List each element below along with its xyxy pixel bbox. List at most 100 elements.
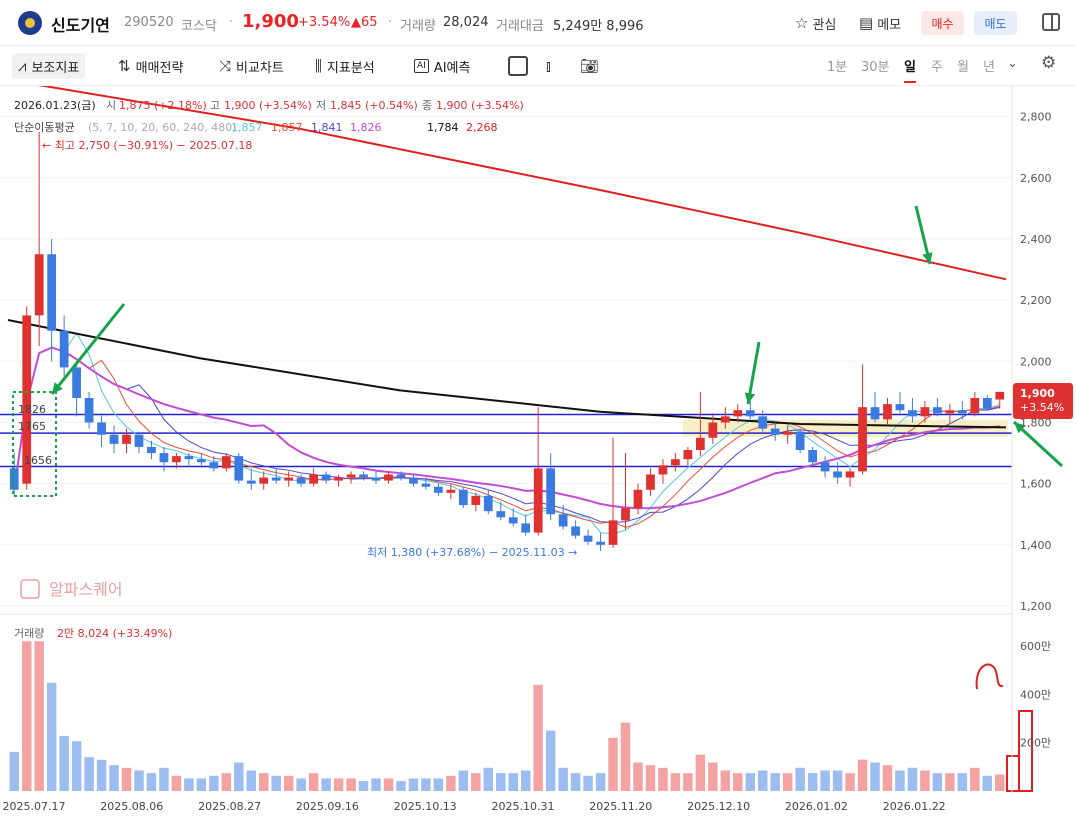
candle-body (321, 474, 331, 481)
support-lines (0, 413, 1012, 468)
candle-body (895, 404, 905, 411)
volume-bar (845, 773, 855, 791)
square-draw-icon[interactable] (508, 56, 528, 76)
price-tick-label: 2,800 (1020, 111, 1052, 124)
date-axis: 2025.07.17 2025.08.06 2025.08.27 2025.09.16… (3, 800, 946, 813)
memo-button[interactable]: ▤ 메모 (859, 11, 901, 35)
ma7-value: 1,857 (271, 121, 303, 134)
candle-body (34, 254, 44, 316)
candle-body (296, 477, 306, 484)
ma10-line (13, 346, 1000, 523)
candle-body (147, 446, 156, 454)
compare-button[interactable]: ⤨ 비교차트 (219, 53, 284, 79)
period-30min[interactable]: 30분 (861, 60, 890, 75)
candle-body (209, 462, 219, 469)
level-label-3: 1656 (24, 454, 52, 467)
candle-body (59, 330, 69, 368)
volume-bar (508, 773, 518, 791)
high-label: 고 (210, 99, 220, 112)
period-day[interactable]: 일 (904, 56, 916, 83)
volume-bar (820, 770, 830, 791)
volume-bar (234, 762, 244, 791)
candle-body (496, 511, 506, 518)
volume-bar (807, 773, 818, 791)
date-tick-label: 2025.09.16 (296, 800, 359, 813)
period-1min[interactable]: 1분 (827, 60, 848, 75)
buy-button[interactable]: 매수 (921, 11, 964, 35)
ma-label: 단순이동평균 (14, 121, 75, 134)
date-tick-label: 2025.07.17 (3, 800, 66, 813)
price-axis: 1,200 1,400 1,600 1,800 2,000 2,200 2,400 2,600… (1020, 111, 1052, 613)
volume-bar (583, 775, 593, 791)
volume-highlight (1018, 710, 1033, 792)
volume-bar (458, 770, 469, 791)
volume-bar (745, 773, 756, 791)
gear-icon[interactable]: ⚙ (1041, 53, 1057, 73)
indicators-button[interactable]: ⩘ 보조지표 (12, 53, 86, 79)
price-tick-label: 1,400 (1020, 539, 1052, 552)
analysis-button[interactable]: ⫼ 지표분석 (315, 53, 375, 79)
candle-body (658, 465, 668, 475)
chart-type-button[interactable]: ⫾ (546, 53, 551, 79)
volume-bar (558, 767, 568, 791)
candle-body (933, 407, 942, 414)
candle-body (758, 416, 768, 429)
candle-body (396, 474, 406, 478)
sidebar-toggle-icon[interactable] (1042, 13, 1060, 31)
green-arrow-icon (744, 341, 761, 405)
volume-bar (283, 775, 294, 791)
volume-bar (358, 781, 369, 791)
alphasquare-logo-icon (20, 579, 40, 599)
date-tick-label: 2026.01.22 (883, 800, 946, 813)
volume-bar (433, 778, 444, 791)
candle-body (122, 434, 131, 444)
separator: · (388, 15, 393, 30)
candle-body (733, 410, 743, 417)
close-label: 종 (422, 99, 432, 112)
volume-bar (733, 773, 743, 791)
candle-body (720, 416, 730, 423)
company-logo-icon (18, 11, 42, 35)
candle-icon: ⫼ (315, 57, 322, 75)
candle-body (271, 477, 281, 481)
volume-tick-label: 200만 (1020, 737, 1051, 750)
volume-bar (882, 765, 893, 791)
candle-body (434, 486, 443, 493)
volume-bar (46, 682, 57, 791)
ai-predict-button[interactable]: AI AI예측 (414, 53, 470, 79)
price-tick-label: 2,200 (1020, 294, 1052, 307)
volume-bar (570, 773, 581, 791)
candle-body (883, 404, 892, 420)
strategy-button[interactable]: ⇅ 매매전략 (118, 53, 183, 79)
volume-bar (34, 641, 44, 791)
volume-bar (21, 641, 32, 791)
candle-body (870, 407, 880, 420)
change-percent: +3.54% (298, 15, 351, 30)
low-value: 1,845 (+0.54%) (330, 99, 418, 112)
watch-label: 관심 (812, 17, 837, 33)
volume-bar (857, 759, 868, 791)
period-month[interactable]: 월 (957, 60, 969, 75)
ma-params: (5, 7, 10, 20, 60, 240, 480) (88, 121, 237, 134)
volume-bar (9, 751, 19, 791)
chevron-down-icon[interactable]: ⌄ (1007, 56, 1018, 71)
period-week[interactable]: 주 (931, 60, 943, 75)
period-year[interactable]: 년 (983, 60, 995, 75)
price-chart[interactable]: 1826 1765 1656 2026.01.23(금) 시 1,875 (+2… (0, 86, 1076, 819)
sell-button[interactable]: 매도 (974, 11, 1017, 35)
date-tick-label: 2026.01.02 (785, 800, 848, 813)
volume-bar (96, 759, 107, 791)
volume-bars (9, 641, 1005, 791)
open-value: 1,875 (+2.18%) (119, 99, 207, 112)
arrow-shaft (50, 303, 126, 395)
ma240-line (7, 319, 1007, 429)
volume-bar (308, 773, 319, 791)
watch-button[interactable]: ☆ 관심 (795, 11, 836, 35)
strategy-icon: ⇅ (118, 57, 131, 75)
volume-bar (907, 767, 918, 791)
stock-name[interactable]: 신도기연 (51, 16, 110, 35)
candlestick-icon: ⫾ (546, 57, 551, 75)
screenshot-button[interactable]: 📷︎ (580, 53, 599, 79)
volume-bar (84, 757, 94, 791)
candle-body (783, 431, 793, 435)
